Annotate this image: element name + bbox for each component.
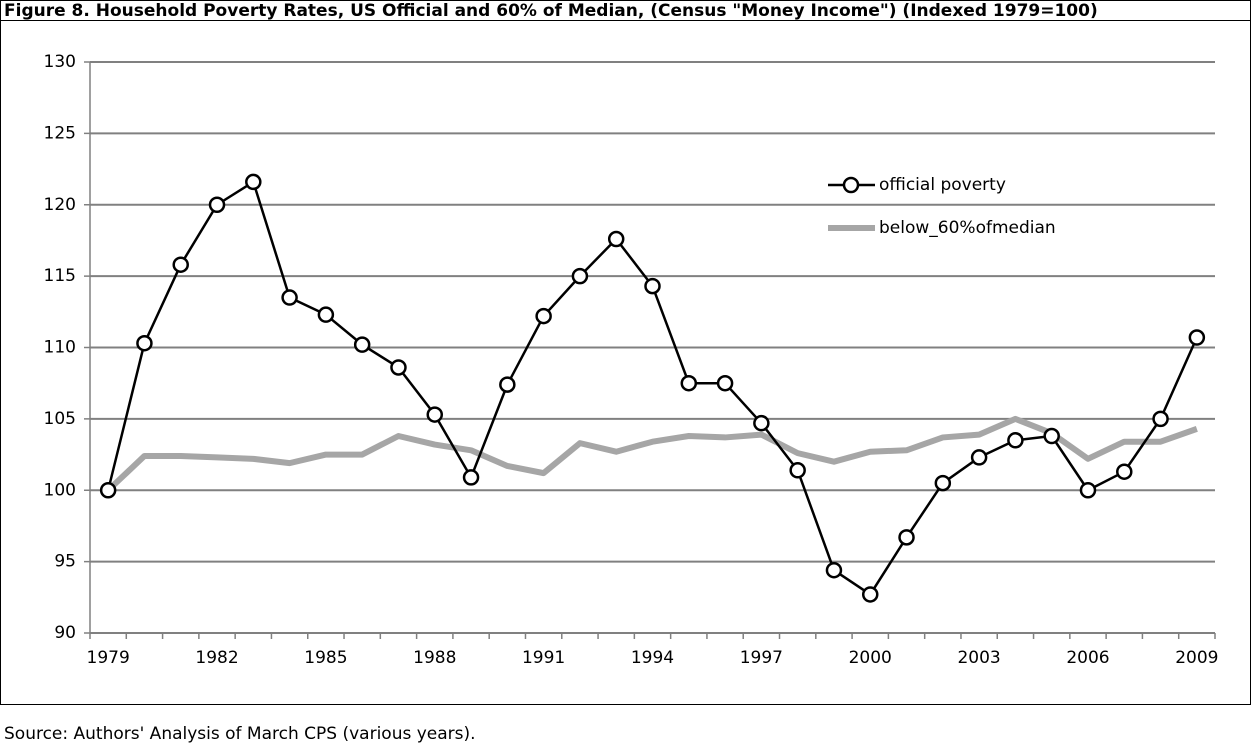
source-note: Source: Authors' Analysis of March CPS (… bbox=[4, 724, 476, 744]
y-tick-label: 130 bbox=[44, 52, 76, 72]
data-point bbox=[644, 277, 661, 295]
data-point bbox=[390, 359, 407, 376]
y-tick-label: 120 bbox=[44, 195, 76, 215]
data-point bbox=[825, 561, 843, 579]
x-tick-label: 1988 bbox=[413, 648, 456, 668]
data-point bbox=[680, 374, 698, 392]
data-point bbox=[898, 529, 915, 546]
data-point bbox=[861, 586, 879, 603]
chart-title: Figure 8. Household Poverty Rates, US Of… bbox=[4, 1, 1098, 21]
legend-label: below_60%ofmedian bbox=[879, 218, 1056, 238]
x-tick-label: 2000 bbox=[849, 648, 892, 668]
data-point bbox=[353, 336, 371, 353]
legend-label: official poverty bbox=[879, 175, 1006, 195]
data-point bbox=[1188, 329, 1206, 346]
data-point bbox=[934, 474, 952, 492]
data-point bbox=[789, 462, 806, 479]
data-point bbox=[1007, 432, 1024, 449]
x-tick-label: 1985 bbox=[304, 648, 347, 668]
y-tick-label: 115 bbox=[44, 266, 76, 286]
data-point bbox=[317, 306, 335, 323]
x-tick-label: 2006 bbox=[1066, 648, 1109, 668]
data-point bbox=[571, 267, 589, 285]
y-tick-label: 100 bbox=[44, 480, 76, 500]
x-tick-label: 2003 bbox=[957, 648, 1000, 668]
legend-marker bbox=[842, 176, 860, 194]
y-tick-label: 105 bbox=[44, 409, 76, 429]
x-tick-label: 1994 bbox=[631, 648, 674, 668]
data-point bbox=[607, 230, 625, 248]
data-point bbox=[281, 289, 298, 306]
data-point bbox=[208, 196, 226, 213]
y-tick-label: 110 bbox=[44, 338, 76, 358]
data-point bbox=[462, 469, 480, 486]
series-line bbox=[106, 415, 1198, 493]
data-point bbox=[136, 334, 153, 352]
data-point bbox=[1079, 482, 1097, 499]
x-tick-label: 1991 bbox=[522, 648, 565, 668]
data-point bbox=[970, 449, 988, 466]
data-point bbox=[753, 414, 770, 432]
series-line bbox=[106, 180, 1198, 596]
data-point bbox=[99, 482, 117, 499]
data-point bbox=[1043, 427, 1060, 445]
x-tick-label: 2009 bbox=[1175, 648, 1218, 668]
x-tick-label: 1979 bbox=[87, 648, 130, 668]
x-tick-label: 1982 bbox=[195, 648, 238, 668]
data-point bbox=[245, 173, 262, 191]
data-point bbox=[426, 406, 444, 423]
data-point bbox=[172, 256, 189, 273]
data-point bbox=[716, 374, 734, 392]
data-point bbox=[499, 376, 516, 393]
y-tick-label: 90 bbox=[54, 623, 76, 643]
y-tick-label: 125 bbox=[44, 123, 76, 143]
data-point bbox=[1116, 463, 1133, 480]
chart-frame bbox=[0, 0, 1251, 705]
y-tick-label: 95 bbox=[54, 552, 76, 572]
x-tick-label: 1997 bbox=[740, 648, 783, 668]
data-point bbox=[1152, 410, 1169, 428]
data-point bbox=[535, 307, 552, 325]
